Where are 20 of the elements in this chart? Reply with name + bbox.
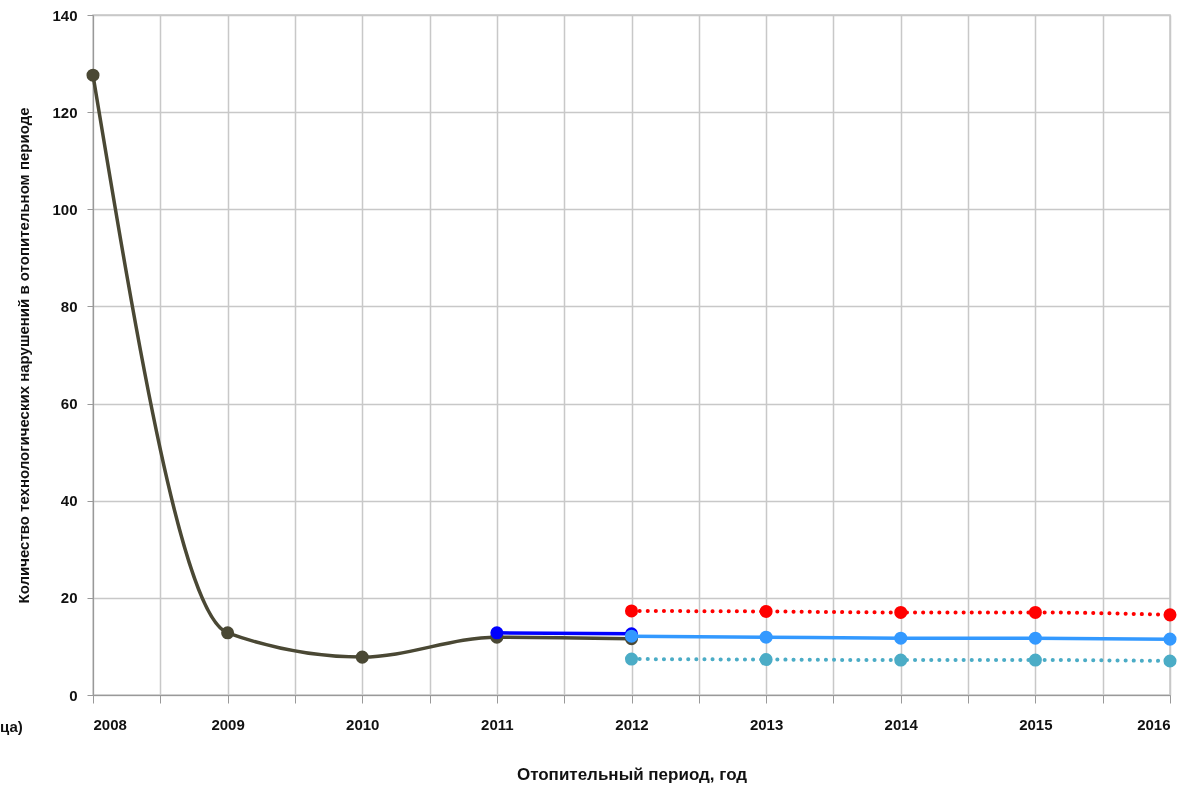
y-tick-label: 40 [60, 492, 78, 510]
x-tick-label: 2011 [481, 715, 514, 733]
x-tick-label: 2014 [884, 715, 919, 733]
y-tick-label: 0 [69, 686, 78, 704]
x-axis-title: Отопительный период, год [516, 764, 748, 784]
x-tick-label: 2012 [615, 715, 649, 733]
y-tick-label: 60 [60, 395, 78, 413]
x-tick-label: 2013 [749, 715, 784, 733]
y-tick-label: 140 [52, 6, 78, 24]
text: ца) [0, 718, 23, 735]
x-tick-label: 2009 [211, 715, 245, 733]
y-tick-label: 120 [52, 103, 78, 121]
y-tick-label: 80 [60, 297, 78, 315]
x-tick-label: 2010 [346, 715, 380, 733]
y-tick-label: 20 [60, 589, 78, 607]
y-axis-title: Количество технологических нарушений в отопительном периоде [15, 107, 33, 604]
x-tick-label: 2016 [1137, 715, 1171, 733]
x-tick-label: 2015 [1019, 715, 1053, 733]
y-tick-label: 100 [52, 200, 78, 218]
x-tick-label: 2008 [93, 715, 127, 733]
